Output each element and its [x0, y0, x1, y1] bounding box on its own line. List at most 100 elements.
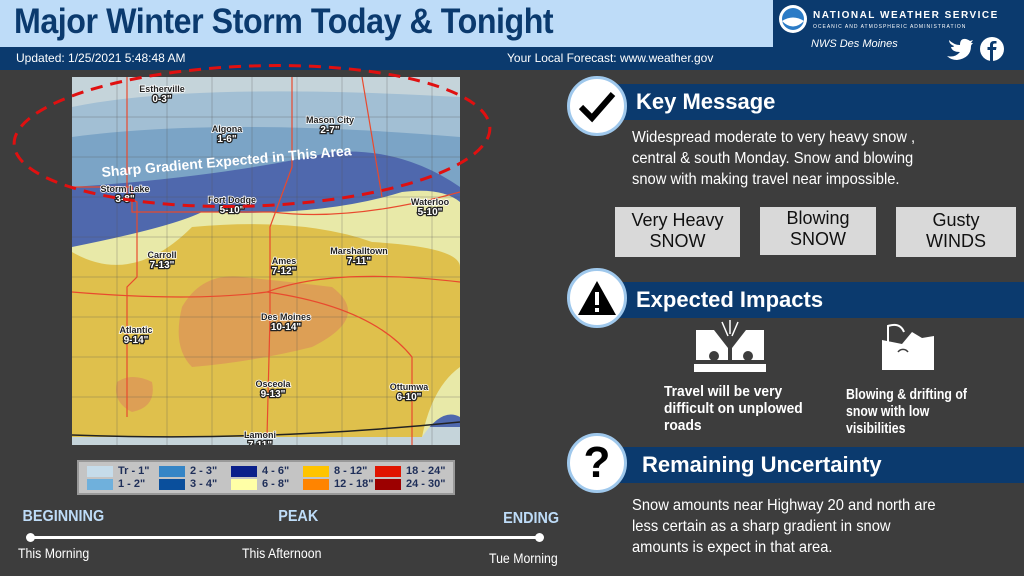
impact-line: Travel will be very [664, 383, 783, 400]
legend-swatch [231, 466, 257, 477]
impacts-bar: Expected Impacts [600, 282, 1024, 318]
timeline-dot [535, 533, 544, 542]
time-ending: Tue Morning [489, 550, 558, 566]
gradient-outline [12, 64, 492, 208]
uncertainty-line: less certain as a sharp gradient in snow [632, 518, 891, 535]
city-name: Storm Lake [100, 184, 149, 194]
tag-very-heavy-snow: Very Heavy SNOW [615, 207, 740, 257]
tag-line: Blowing [786, 208, 850, 228]
city-amount: 2-7" [320, 125, 339, 136]
city-name: Osceola [255, 379, 291, 389]
impact-line: Blowing & drifting of [846, 386, 967, 403]
time-beginning: This Morning [18, 545, 90, 561]
forecast-link[interactable]: Your Local Forecast: www.weather.gov [507, 51, 714, 65]
office-name: NWS Des Moines [811, 38, 898, 50]
legend-label: 24 - 30" [406, 478, 446, 490]
legend-swatch [375, 466, 401, 477]
impact-line: roads [664, 417, 702, 434]
legend-swatch [159, 466, 185, 477]
nws-name: NATIONAL WEATHER SERVICE [813, 10, 999, 21]
question-icon: ? [567, 433, 627, 493]
legend-label: 3 - 4" [190, 478, 218, 490]
city-name: Ottumwa [390, 382, 429, 392]
city-amount: 0-3" [152, 94, 171, 105]
impact-line: snow with low visibilities [846, 403, 930, 437]
city-amount: 5-10" [418, 207, 443, 218]
city-amount: 1-6" [217, 134, 236, 145]
sub-header: Updated: 1/25/2021 5:48:48 AM Your Local… [0, 47, 773, 70]
city-name: Ames [272, 256, 297, 266]
uncertainty-text: Snow amounts near Highway 20 and north a… [632, 495, 936, 558]
city-name: Fort Dodge [208, 195, 256, 205]
key-message-bar: Key Message [600, 84, 1024, 120]
key-line: central & south Monday. Snow and blowing [632, 150, 914, 167]
city-name: Mason City [306, 115, 354, 125]
stage-ending: ENDING [503, 510, 560, 527]
key-message-text: Widespread moderate to very heavy snow ,… [632, 127, 915, 190]
city-name: Carroll [147, 250, 176, 260]
legend-label: 12 - 18" [334, 478, 374, 490]
city-amount: 9-13" [261, 389, 286, 400]
stage-peak: PEAK [278, 508, 319, 525]
legend-label: 1 - 2" [118, 478, 146, 490]
stage-beginning: BEGINNING [22, 508, 105, 525]
impact-travel: Travel will be very difficult on unplowed… [664, 383, 803, 434]
header-banner [0, 0, 773, 47]
tag-line: SNOW [649, 231, 706, 251]
key-line: Widespread moderate to very heavy snow , [632, 129, 916, 146]
warning-icon [567, 268, 627, 328]
city-amount: 6-10" [397, 392, 422, 403]
city-name: Estherville [139, 84, 185, 94]
city-amount: 9-14" [124, 335, 149, 346]
facebook-icon[interactable] [979, 36, 1005, 62]
timeline-dot [26, 533, 35, 542]
impact-line: difficult on unplowed [664, 400, 803, 417]
tag-blowing-snow: Blowing SNOW [760, 207, 876, 255]
city-name: Lamoni [244, 430, 276, 440]
nws-sub: OCEANIC AND ATMOSPHERIC ADMINISTRATION [813, 24, 967, 30]
city-name: Atlantic [119, 325, 152, 335]
uncertainty-bar: Remaining Uncertainty [612, 447, 1024, 483]
city-amount: 7-13" [150, 260, 175, 271]
nws-branding: NATIONAL WEATHER SERVICE OCEANIC AND ATM… [773, 0, 1024, 70]
legend-swatch [375, 479, 401, 490]
legend-swatch [231, 479, 257, 490]
legend-label: 18 - 24" [406, 465, 446, 477]
legend-label: 4 - 6" [262, 465, 290, 477]
uncertainty-line: Snow amounts near Highway 20 and north a… [632, 497, 936, 514]
city-amount: 7-12" [272, 266, 297, 277]
timeline-line [30, 536, 540, 539]
page-title: Major Winter Storm Today & Tonight [14, 2, 554, 41]
snow-drift-icon [882, 323, 934, 370]
impact-blowing: Blowing & drifting of snow with low visib… [846, 386, 992, 437]
updated-time: Updated: 1/25/2021 5:48:48 AM [16, 51, 186, 65]
question-glyph: ? [583, 438, 611, 487]
key-line: snow with making travel near impossible. [632, 171, 900, 188]
city-name: Algona [212, 124, 243, 134]
city-name: Des Moines [261, 312, 311, 322]
time-peak: This Afternoon [242, 545, 322, 561]
legend-label: 8 - 12" [334, 465, 368, 477]
uncertainty-line: amounts is expect in that area. [632, 539, 833, 556]
legend-swatch [303, 466, 329, 477]
city-name: Marshalltown [330, 246, 388, 256]
car-crash-icon [694, 320, 766, 372]
city-amount: 7-11" [248, 440, 272, 445]
noaa-logo-icon [779, 5, 807, 33]
legend-swatch [159, 479, 185, 490]
tag-line: SNOW [790, 229, 846, 249]
snowfall-legend: Tr - 1" 1 - 2" 2 - 3" 3 - 4" 4 - 6" 6 - 8" 8 -… [77, 460, 455, 495]
twitter-icon[interactable] [945, 36, 975, 62]
legend-label: 2 - 3" [190, 465, 218, 477]
city-name: Waterloo [411, 197, 450, 207]
tag-line: WINDS [926, 231, 986, 251]
tag-line: Gusty [932, 210, 980, 230]
legend-swatch [87, 466, 113, 477]
checkmark-icon [567, 76, 627, 136]
city-amount: 7-11" [347, 256, 371, 267]
legend-label: 6 - 8" [262, 478, 290, 490]
tag-line: Very Heavy [631, 210, 724, 230]
legend-swatch [87, 479, 113, 490]
city-amount: 10-14" [271, 322, 302, 333]
